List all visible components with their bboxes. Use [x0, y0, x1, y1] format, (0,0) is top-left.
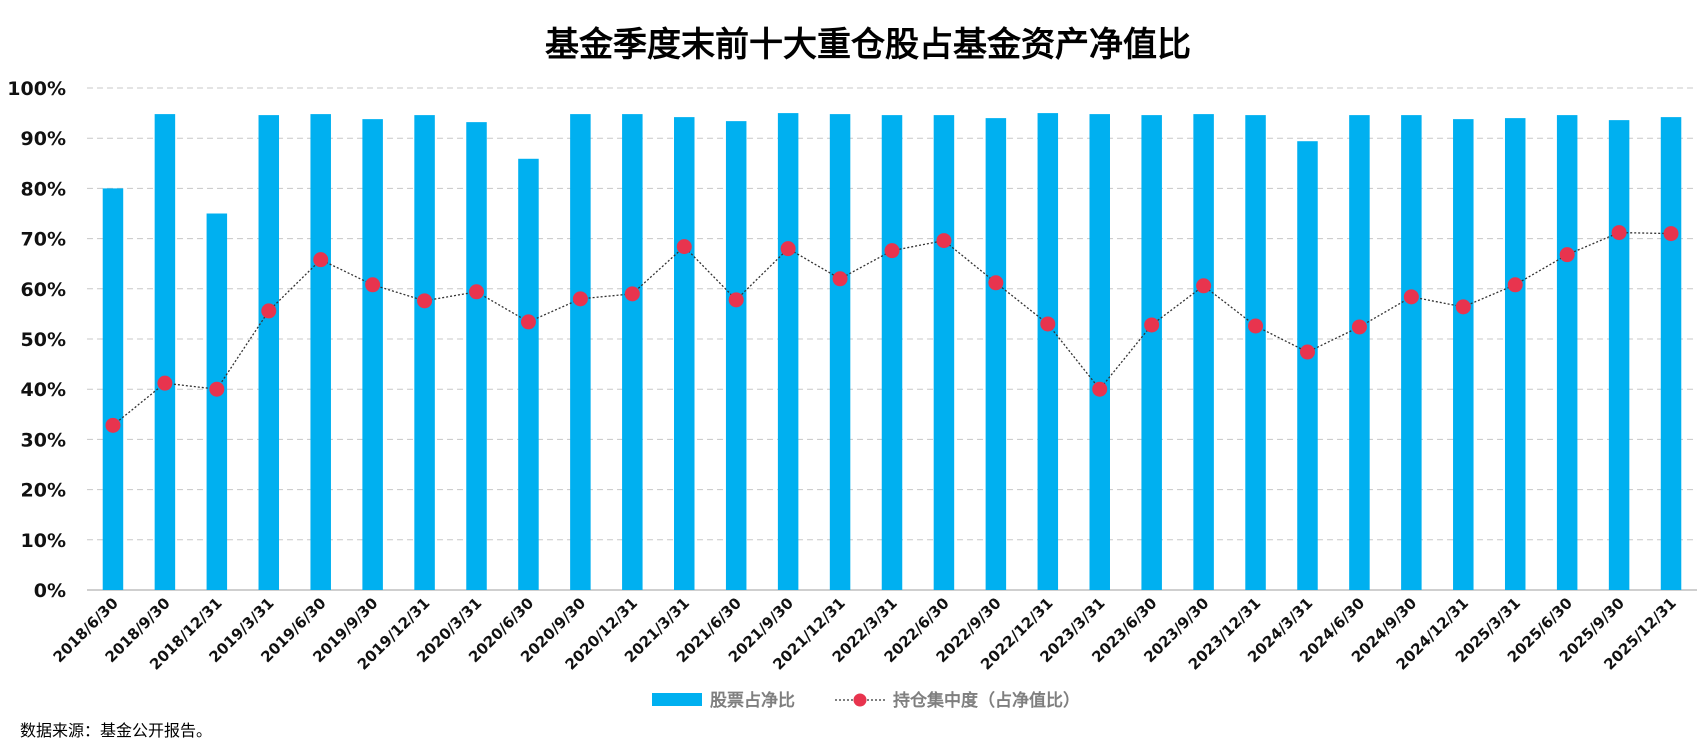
line-point	[884, 243, 900, 259]
line-point	[157, 375, 173, 391]
bar	[881, 115, 903, 590]
x-axis-ticks: 2018/6/302018/9/302018/12/312019/3/31201…	[50, 594, 1680, 674]
bar	[985, 118, 1007, 591]
bar	[1349, 115, 1370, 590]
bar	[1141, 115, 1162, 590]
line-point	[469, 284, 485, 300]
bar	[362, 119, 383, 591]
y-tick-label: 60%	[21, 279, 66, 301]
line-point	[209, 381, 225, 397]
legend-bar-swatch	[652, 693, 702, 706]
y-axis-ticks: 0% 10% 20% 30% 40% 50% 60% 70% 80% 90% 100%	[7, 78, 66, 602]
line-point	[261, 303, 277, 319]
line-point	[1351, 319, 1367, 335]
bar	[310, 114, 331, 590]
bar	[1037, 113, 1059, 590]
bar	[1660, 117, 1682, 590]
line-point	[417, 293, 433, 309]
line-point	[520, 314, 536, 330]
bar	[466, 122, 487, 591]
line-point	[728, 292, 744, 308]
legend-line-label: 持仓集中度（占净值比）	[893, 690, 1080, 711]
bar	[1401, 115, 1422, 590]
line-point	[572, 291, 588, 307]
bar	[1556, 115, 1578, 590]
bar	[674, 117, 695, 590]
bar	[206, 213, 228, 590]
line-point	[105, 417, 121, 433]
y-tick-label: 40%	[21, 379, 66, 401]
line-point	[780, 241, 796, 257]
bar	[1193, 114, 1214, 590]
bar	[154, 114, 176, 590]
bar	[102, 188, 124, 590]
bar	[829, 114, 851, 590]
line-point	[1455, 299, 1471, 315]
y-tick-label: 30%	[21, 429, 66, 451]
line-point	[1144, 317, 1160, 333]
line-point	[832, 271, 848, 287]
bar-series	[102, 113, 1682, 591]
line-point	[313, 252, 329, 268]
bar	[777, 113, 799, 590]
line-point	[1611, 225, 1627, 241]
legend-line-marker	[853, 693, 867, 707]
bar	[1504, 118, 1526, 591]
bar	[414, 115, 435, 590]
line-point	[1559, 247, 1575, 263]
line-point	[676, 239, 692, 255]
bar	[1608, 120, 1630, 591]
line-point	[624, 286, 640, 302]
line-point	[1040, 316, 1056, 332]
legend-bar-label: 股票占净比	[710, 690, 795, 711]
y-tick-label: 50%	[21, 329, 66, 351]
y-tick-label: 80%	[21, 178, 66, 200]
bar	[1245, 115, 1266, 590]
line-point	[1196, 278, 1212, 294]
bar	[1089, 114, 1110, 590]
y-tick-label: 70%	[21, 229, 66, 251]
y-tick-label: 100%	[7, 78, 66, 100]
legend: 股票占净比 持仓集中度（占净值比）	[652, 690, 1080, 711]
y-tick-label: 10%	[21, 530, 66, 552]
line-point	[1403, 289, 1419, 305]
bar	[518, 158, 539, 591]
source-note: 数据来源：基金公开报告。	[20, 721, 212, 740]
line-point	[1299, 344, 1315, 360]
line-point	[365, 277, 381, 293]
line-point	[1507, 277, 1523, 293]
bar	[1453, 119, 1474, 591]
y-tick-label: 0%	[34, 580, 66, 602]
line-point	[936, 233, 952, 249]
line-point	[988, 275, 1004, 291]
line-point	[1248, 318, 1264, 334]
bar	[933, 115, 955, 590]
y-tick-label: 90%	[21, 128, 66, 150]
y-tick-label: 20%	[21, 480, 66, 502]
chart-title: 基金季度末前十大重仓股占基金资产净值比	[545, 25, 1191, 65]
bar	[258, 115, 280, 590]
bar	[570, 114, 591, 590]
line-point	[1092, 381, 1108, 397]
bar	[622, 114, 643, 590]
bar	[1297, 141, 1318, 590]
bar	[725, 121, 747, 591]
line-series	[105, 225, 1679, 433]
line-point	[1663, 226, 1679, 242]
